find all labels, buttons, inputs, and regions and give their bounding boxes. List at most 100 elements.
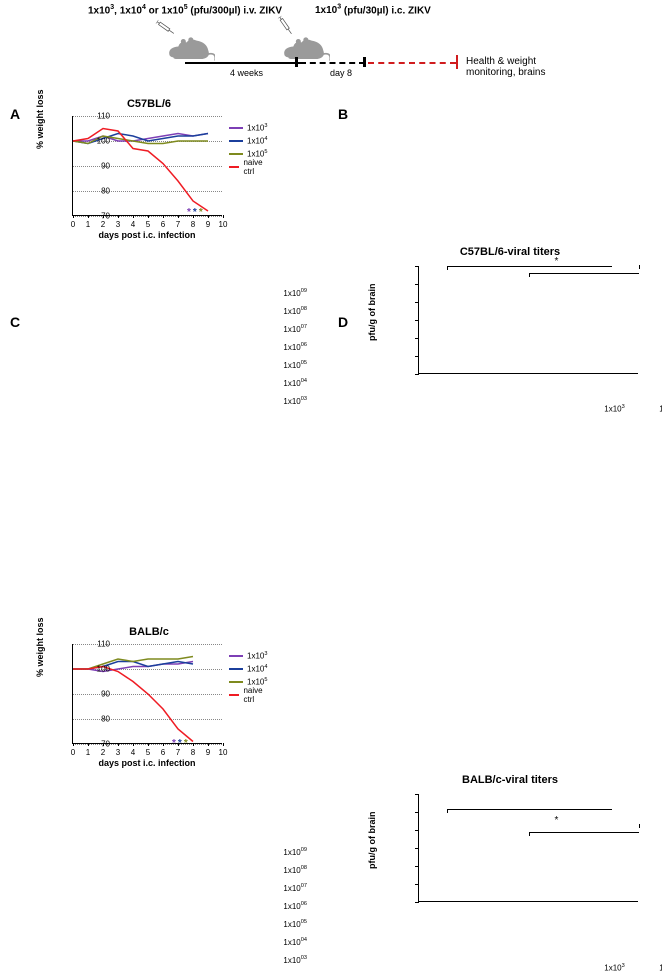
legend: 1x103 1x104 1x105 naive ctrl: [229, 122, 267, 174]
y-tick: [415, 284, 419, 285]
y-tick-label: 1x1008: [283, 865, 307, 875]
y-tick-label: 80: [101, 187, 110, 196]
y-tick-label: 90: [101, 690, 110, 699]
y-tick: [415, 374, 419, 375]
x-tick-label: 4: [131, 220, 135, 229]
x-tick-label: 10: [219, 220, 228, 229]
y-tick: [415, 902, 419, 903]
chart-title: BALB/c-viral titers: [360, 774, 660, 786]
y-tick: [415, 356, 419, 357]
series-svg: [73, 644, 223, 744]
legend-item: 1x104: [229, 135, 267, 146]
x-tick-label: 8: [191, 748, 195, 757]
legend-item: 1x103: [229, 122, 267, 133]
bracket-drop: [639, 265, 640, 269]
x-tick-label: 1x103: [604, 963, 624, 973]
bracket-drop: ***1x10031x10041x10051x10061x10071x10081…: [447, 809, 448, 813]
timeline-solid: [185, 62, 300, 64]
y-tick: [415, 812, 419, 813]
legend-item: 1x104: [229, 663, 267, 674]
bracket-drop: [639, 824, 640, 828]
y-tick: [415, 848, 419, 849]
panel-label-a: A: [10, 106, 20, 122]
significance-stars: ***: [187, 207, 203, 218]
y-tick: [415, 266, 419, 267]
x-tick-label: 7: [176, 748, 180, 757]
plot-area: 012345678910 ***: [72, 644, 222, 744]
legend-item: naive ctrl: [229, 689, 267, 700]
timeline-tick: [295, 57, 298, 67]
y-tick: [415, 302, 419, 303]
legend-swatch: [229, 127, 243, 129]
experiment-schematic: 1x103, 1x104 or 1x105 (pfu/300µl) i.v. Z…: [90, 6, 560, 84]
panel-a-line-chart: C57BL/6% weight lossdays post i.c. infec…: [34, 98, 264, 248]
y-tick-label: 100: [97, 665, 110, 674]
x-tick-label: 2: [101, 220, 105, 229]
mouse-icon: [165, 32, 215, 66]
y-tick-label: 70: [101, 740, 110, 749]
y-tick-label: 1x1009: [283, 289, 307, 299]
x-tick: [223, 215, 224, 218]
y-tick-label: 1x1004: [283, 937, 307, 947]
significance-bracket: [447, 266, 612, 267]
y-tick: [415, 338, 419, 339]
legend-swatch: [229, 140, 243, 142]
y-tick: [415, 866, 419, 867]
x-tick-label: 2: [101, 748, 105, 757]
y-tick-label: 110: [97, 640, 110, 649]
timeline-monitoring: [368, 62, 456, 64]
x-tick-label: 4: [131, 748, 135, 757]
panel-c-line-chart: BALB/c% weight lossdays post i.c. infect…: [34, 626, 264, 776]
x-tick-label: 6: [161, 220, 165, 229]
y-tick-label: 1x1004: [283, 379, 307, 389]
x-tick-label: 5: [146, 748, 150, 757]
figure-root: 1x103, 1x104 or 1x105 (pfu/300µl) i.v. Z…: [0, 0, 662, 523]
legend-swatch: [229, 655, 243, 657]
chart-title: C57BL/6: [34, 98, 264, 110]
x-axis-label: days post i.c. infection: [72, 230, 222, 240]
ic-dose-label: 1x103 (pfu/30µl) i.c. ZIKV: [315, 4, 431, 16]
y-tick-label: 1x1005: [283, 361, 307, 371]
panel-label-c: C: [10, 314, 20, 330]
y-tick-label: 100: [97, 137, 110, 146]
legend-swatch: [229, 694, 239, 696]
y-tick: [415, 830, 419, 831]
x-tick-label: 1: [86, 220, 90, 229]
y-axis-label: % weight loss: [35, 617, 45, 677]
legend-swatch: [229, 153, 243, 155]
x-tick-label: 1: [86, 748, 90, 757]
plot-area: ***1x10031x10041x10051x10061x10071x10081…: [418, 794, 638, 902]
legend-swatch: [229, 668, 243, 670]
timeline-tick: [363, 57, 366, 67]
bracket-drop: ***1x10031x10041x10051x10061x10071x10081…: [447, 266, 448, 270]
x-tick-label: 3: [116, 220, 120, 229]
legend-item: 1x103: [229, 650, 267, 661]
plot-area: 012345678910 ***: [72, 116, 222, 216]
y-tick-label: 1x1009: [283, 847, 307, 857]
panel-label-b: B: [338, 106, 348, 122]
y-tick-label: 1x1006: [283, 901, 307, 911]
timeline-label-day8: day 8: [330, 68, 352, 78]
y-tick: [415, 320, 419, 321]
x-tick-label: 9: [206, 220, 210, 229]
y-axis-label: % weight loss: [35, 89, 45, 149]
significance-bracket: [447, 809, 612, 810]
panel-label-d: D: [338, 314, 348, 330]
x-tick-label: 3: [116, 748, 120, 757]
timeline-label-4weeks: 4 weeks: [230, 68, 263, 78]
x-tick-label: 9: [206, 748, 210, 757]
significance-stars: ***: [172, 738, 188, 749]
y-tick: [415, 794, 419, 795]
legend: 1x103 1x104 1x105 naive ctrl: [229, 650, 267, 702]
legend-item: naive ctrl: [229, 161, 267, 172]
panel-b-bar-chart: C57BL/6-viral titerspfu/g of brain***1x1…: [360, 246, 660, 416]
y-tick-label: 1x1003: [283, 955, 307, 965]
x-tick-label: 8: [191, 220, 195, 229]
legend-label: 1x103: [247, 651, 267, 661]
x-tick-label: 10: [219, 748, 228, 757]
x-axis-label: days post i.c. infection: [72, 758, 222, 768]
y-axis-label: pfu/g of brain: [367, 812, 377, 870]
y-tick-label: 1x1008: [283, 307, 307, 317]
x-tick: [223, 743, 224, 746]
x-tick-label: 6: [161, 748, 165, 757]
